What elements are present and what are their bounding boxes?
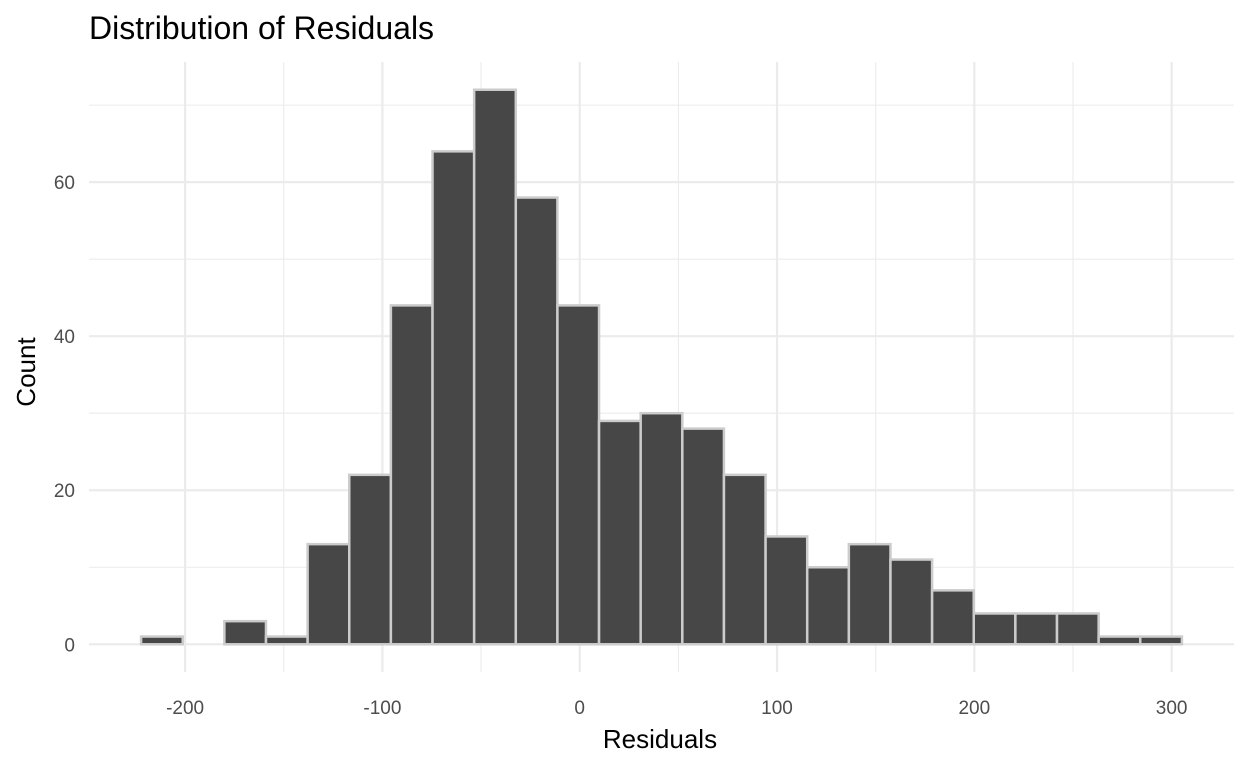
histogram-bar-13 <box>681 427 726 646</box>
histogram-bar-8 <box>472 88 518 646</box>
histogram-bar-15 <box>764 535 809 646</box>
histogram-bar-21 <box>1014 612 1059 646</box>
y-tick-label: 60 <box>54 173 75 194</box>
histogram-bars <box>139 88 1184 646</box>
histogram-bar-16 <box>805 566 851 646</box>
histogram-bar-2 <box>223 619 268 646</box>
x-tick-label: 100 <box>761 698 793 719</box>
x-tick-label: 300 <box>1156 698 1188 719</box>
histogram-bar-10 <box>556 304 601 646</box>
x-tick-label: 200 <box>958 698 990 719</box>
histogram-bar-12 <box>639 411 684 646</box>
histogram-bar-6 <box>389 304 434 646</box>
histogram-bar-23 <box>1097 635 1142 646</box>
histogram-bar-14 <box>722 473 767 646</box>
histogram-bar-4 <box>306 542 351 646</box>
y-axis-ticks: 0 20 40 60 <box>54 173 75 656</box>
histogram-bar-17 <box>847 542 892 646</box>
histogram-bar-11 <box>597 419 642 646</box>
histogram-bar-7 <box>431 150 476 646</box>
x-axis-title: Residuals <box>603 724 717 754</box>
x-tick-label: -200 <box>166 698 204 719</box>
x-axis-ticks: -200 -100 0 100 200 300 <box>166 698 1187 719</box>
y-tick-label: 40 <box>54 327 75 348</box>
histogram-bar-3 <box>264 635 309 646</box>
x-tick-label: -100 <box>363 698 401 719</box>
y-tick-label: 20 <box>54 481 75 502</box>
histogram-bar-19 <box>930 589 975 646</box>
histogram-bar-9 <box>514 196 559 646</box>
y-tick-label: 0 <box>64 635 75 656</box>
y-axis-title: Count <box>11 337 41 407</box>
histogram-bar-5 <box>348 473 393 646</box>
histogram-bar-0 <box>139 635 184 646</box>
histogram-bar-18 <box>889 558 934 646</box>
histogram-bar-20 <box>972 612 1017 646</box>
chart-title: Distribution of Residuals <box>89 10 434 46</box>
histogram-bar-24 <box>1139 635 1184 646</box>
histogram-bar-22 <box>1055 612 1100 646</box>
x-tick-label: 0 <box>574 698 585 719</box>
